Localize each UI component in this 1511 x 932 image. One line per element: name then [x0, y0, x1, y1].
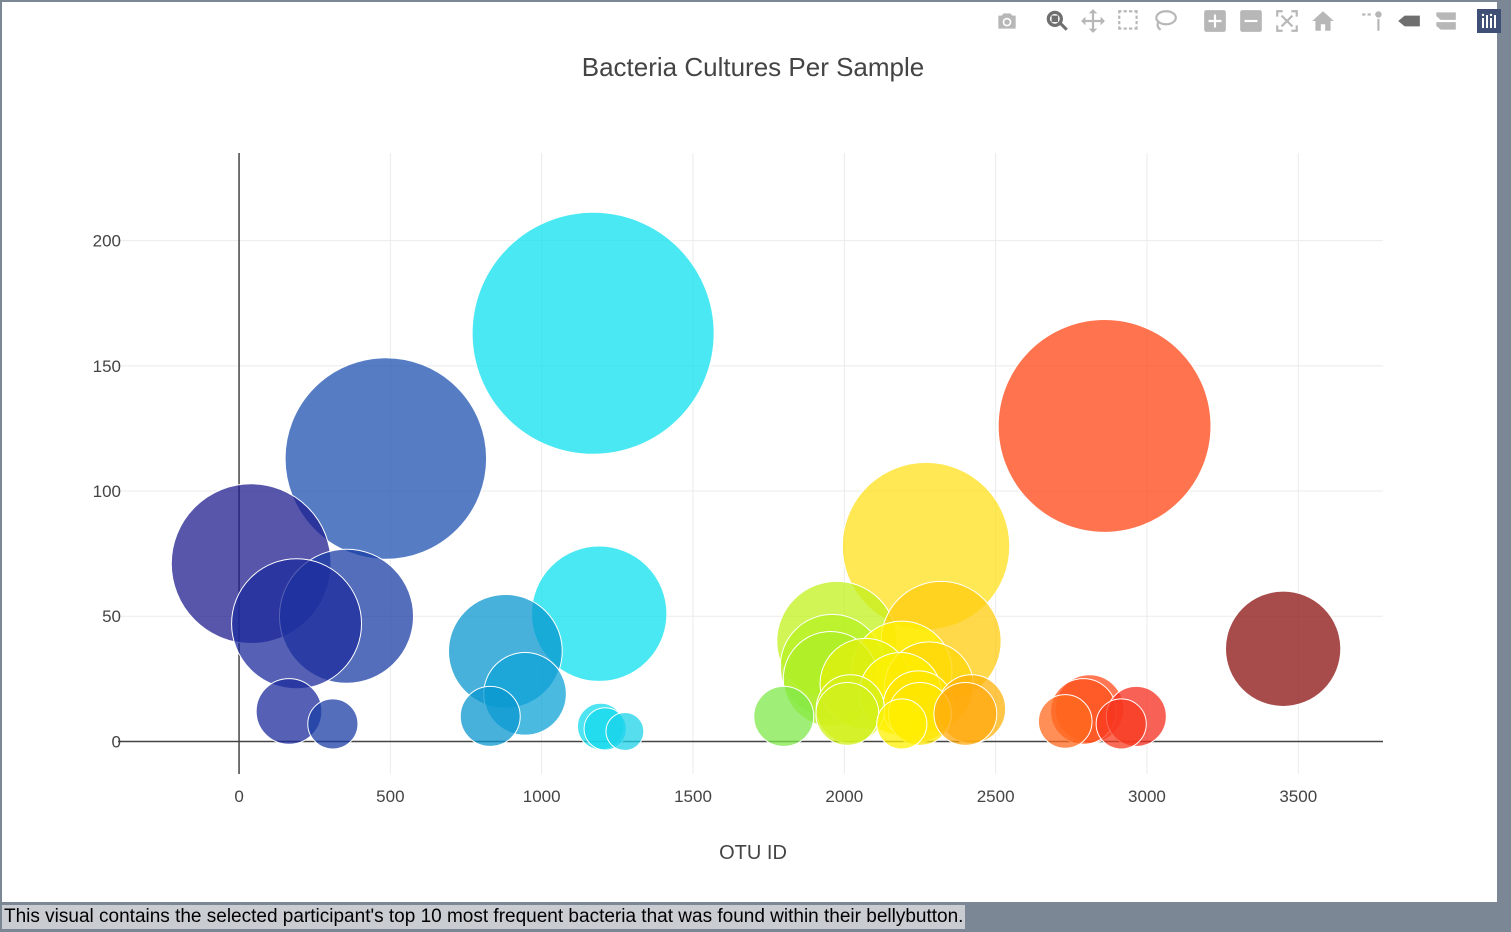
- reset-axes-icon[interactable]: [1305, 7, 1341, 35]
- lasso-select-icon[interactable]: [1147, 7, 1183, 35]
- bubble[interactable]: [231, 558, 363, 690]
- x-tick-label: 2000: [825, 787, 863, 806]
- modebar: [975, 6, 1501, 36]
- bubbles[interactable]: [170, 211, 1342, 751]
- caption: This visual contains the selected partic…: [2, 905, 966, 929]
- bubble[interactable]: [471, 211, 715, 455]
- plotly-logo-icon[interactable]: [1477, 9, 1501, 33]
- bubble[interactable]: [997, 319, 1212, 533]
- bubble[interactable]: [1037, 694, 1093, 749]
- bubble[interactable]: [1224, 590, 1342, 707]
- camera-icon[interactable]: [989, 7, 1025, 35]
- x-tick-label: 0: [234, 787, 243, 806]
- autoscale-icon[interactable]: [1269, 7, 1305, 35]
- bubble[interactable]: [459, 685, 521, 747]
- bubble[interactable]: [753, 685, 815, 747]
- y-tick-label: 50: [102, 607, 121, 626]
- y-tick-label: 0: [112, 732, 121, 751]
- bubble[interactable]: [1095, 698, 1147, 750]
- bubble[interactable]: [284, 357, 488, 560]
- bubble[interactable]: [605, 711, 645, 751]
- y-tick-label: 200: [93, 232, 121, 251]
- y-tick-label: 100: [93, 482, 121, 501]
- zoom-in-icon[interactable]: [1197, 7, 1233, 35]
- hover-closest-icon[interactable]: [1391, 7, 1427, 35]
- bubble[interactable]: [876, 698, 928, 750]
- spike-lines-icon[interactable]: [1355, 7, 1391, 35]
- tick-labels: 0 500 1000 1500 2000 2500 3000 3500 0 50 100 150 200: [93, 232, 1318, 806]
- chart-title: Bacteria Cultures Per Sample: [582, 52, 924, 82]
- x-tick-label: 1500: [674, 787, 712, 806]
- x-tick-label: 500: [376, 787, 404, 806]
- zoom-out-icon[interactable]: [1233, 7, 1269, 35]
- x-tick-label: 3500: [1279, 787, 1317, 806]
- box-select-icon[interactable]: [1111, 7, 1147, 35]
- bubble[interactable]: [815, 681, 880, 746]
- x-axis-label: OTU ID: [719, 842, 787, 864]
- x-tick-label: 1000: [523, 787, 561, 806]
- pan-icon[interactable]: [1075, 7, 1111, 35]
- bubble[interactable]: [933, 681, 998, 746]
- y-tick-label: 150: [93, 357, 121, 376]
- chart-panel: [2, 2, 1497, 902]
- x-tick-label: 3000: [1128, 787, 1166, 806]
- hover-compare-icon[interactable]: [1427, 7, 1463, 35]
- bubble[interactable]: [307, 698, 359, 750]
- x-tick-label: 2500: [977, 787, 1015, 806]
- zoom-icon[interactable]: [1039, 7, 1075, 35]
